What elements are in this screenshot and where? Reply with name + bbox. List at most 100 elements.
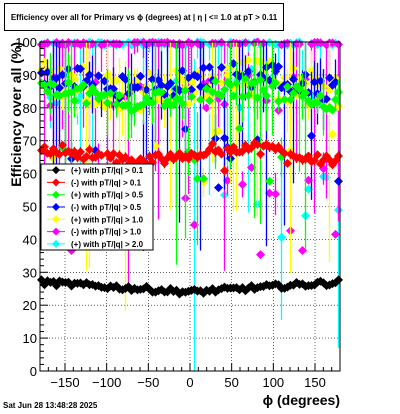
- timestamp-footer: Sat Jun 28 13:48:28 2025: [3, 401, 98, 410]
- data-point: [100, 76, 109, 86]
- legend-label: (-) with pT/|q| > 1.0: [71, 228, 142, 237]
- legend-marker: [52, 166, 60, 175]
- legend-marker: [52, 227, 60, 236]
- data-point: [271, 78, 280, 88]
- data-point: [124, 99, 133, 109]
- chart-title: Efficiency over all for Primary vs ϕ (de…: [10, 13, 278, 22]
- data-point: [115, 90, 124, 100]
- title-box: Efficiency over all for Primary vs ϕ (de…: [4, 3, 284, 31]
- data-point: [106, 88, 115, 98]
- data-point: [169, 100, 178, 110]
- data-point: [58, 70, 67, 80]
- data-point: [61, 89, 70, 99]
- data-point: [202, 84, 211, 94]
- data-point: [43, 67, 52, 77]
- data-point: [307, 131, 316, 141]
- data-point: [136, 71, 145, 81]
- data-point: [58, 140, 67, 150]
- data-point: [301, 88, 310, 98]
- data-point: [289, 74, 298, 84]
- x-tick-label: −100: [92, 375, 121, 390]
- data-point: [112, 75, 121, 85]
- data-point: [211, 76, 220, 86]
- data-point: [274, 62, 283, 72]
- data-point: [148, 74, 157, 84]
- data-point: [157, 87, 166, 97]
- tick-labels: −150 −100 −50 0 50 100 150 0 10 20 30 40 50 60 70 80 90 1…: [15, 35, 326, 390]
- data-point: [238, 179, 247, 189]
- x-tick-label: 150: [304, 375, 326, 390]
- legend-label: (+) with pT/|q| > 0.1: [71, 166, 144, 175]
- data-point: [328, 105, 337, 115]
- data-point: [244, 90, 253, 100]
- data-point: [238, 92, 247, 102]
- data-point: [67, 87, 76, 97]
- data-point: [79, 80, 88, 90]
- data-point: [205, 62, 214, 72]
- data-point: [277, 232, 286, 242]
- legend-label: (-) with pT/|q| > 0.5: [71, 203, 142, 212]
- x-tick-label: 100: [262, 375, 284, 390]
- data-point: [256, 149, 265, 159]
- data-point: [313, 98, 322, 108]
- data-point: [184, 99, 193, 109]
- data-point: [76, 64, 85, 74]
- data-point: [157, 80, 166, 90]
- y-axis-label: Efficiency over all (%): [8, 42, 24, 187]
- data-point: [331, 77, 340, 87]
- data-point: [181, 85, 190, 95]
- data-point: [43, 87, 52, 97]
- data-point: [205, 96, 214, 106]
- data-point: [271, 189, 280, 199]
- y-tick-label: 100: [15, 35, 37, 50]
- data-point: [223, 70, 232, 80]
- data-point: [265, 176, 274, 186]
- data-point: [217, 62, 226, 72]
- data-point: [208, 139, 217, 149]
- y-tick-label: 40: [23, 232, 37, 247]
- x-tick-label: 50: [224, 375, 238, 390]
- data-point: [304, 175, 313, 185]
- data-point: [214, 126, 223, 136]
- data-point: [307, 65, 316, 75]
- data-point: [82, 98, 91, 108]
- data-point: [196, 95, 205, 105]
- legend-marker: [52, 203, 60, 211]
- data-point: [334, 101, 343, 111]
- data-point: [52, 73, 61, 83]
- data-point: [76, 147, 85, 157]
- data-point: [259, 38, 268, 48]
- y-tick-label: 60: [23, 167, 37, 182]
- data-point: [85, 145, 94, 155]
- data-point: [112, 99, 121, 109]
- data-point: [241, 74, 250, 84]
- data-point: [316, 91, 325, 101]
- data-point: [133, 38, 142, 48]
- data-point: [253, 93, 262, 103]
- data-point: [199, 63, 208, 73]
- data-point: [298, 245, 307, 255]
- legend-marker: [52, 190, 60, 199]
- data-point: [40, 57, 49, 67]
- legend-label: (+) with pT/|q| > 0.5: [71, 191, 144, 200]
- data-point: [310, 77, 319, 87]
- data-point: [331, 229, 340, 239]
- data-point: [262, 91, 271, 101]
- data-point: [289, 88, 298, 98]
- data-point: [178, 99, 187, 109]
- data-point: [220, 166, 229, 176]
- data-point: [148, 98, 157, 108]
- data-point: [151, 141, 160, 151]
- data-point: [280, 148, 289, 158]
- data-point: [256, 75, 265, 85]
- y-tick-label: 0: [30, 364, 37, 379]
- legend-marker: [52, 239, 60, 248]
- data-point: [244, 67, 253, 77]
- data-point: [322, 94, 331, 104]
- data-point: [229, 91, 238, 101]
- data-point: [316, 76, 325, 86]
- legend-marker: [52, 215, 60, 224]
- data-point: [166, 78, 175, 88]
- data-point: [325, 73, 334, 83]
- legend-marker: [52, 178, 60, 187]
